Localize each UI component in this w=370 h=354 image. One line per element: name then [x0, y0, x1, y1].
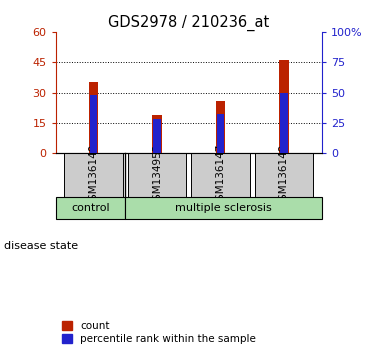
FancyBboxPatch shape [128, 153, 186, 198]
Legend: count, percentile rank within the sample: count, percentile rank within the sample [61, 320, 258, 345]
Bar [89, 82, 98, 153]
Text: control: control [71, 204, 110, 213]
FancyBboxPatch shape [56, 198, 125, 219]
Bar [216, 114, 224, 153]
Title: GDS2978 / 210236_at: GDS2978 / 210236_at [108, 14, 269, 30]
Text: GSM136149: GSM136149 [279, 144, 289, 207]
Text: disease state: disease state [4, 241, 78, 251]
Bar [279, 60, 289, 153]
Bar [152, 115, 162, 153]
Text: GSM136147: GSM136147 [215, 144, 225, 207]
FancyBboxPatch shape [191, 153, 250, 198]
FancyBboxPatch shape [64, 153, 123, 198]
Text: GSM134953: GSM134953 [152, 144, 162, 207]
Bar [216, 101, 225, 153]
Bar [90, 95, 97, 153]
Bar [153, 119, 161, 153]
Text: GSM136140: GSM136140 [88, 144, 98, 207]
FancyBboxPatch shape [255, 153, 313, 198]
Bar [280, 92, 287, 153]
Text: multiple sclerosis: multiple sclerosis [175, 204, 272, 213]
FancyBboxPatch shape [125, 198, 322, 219]
